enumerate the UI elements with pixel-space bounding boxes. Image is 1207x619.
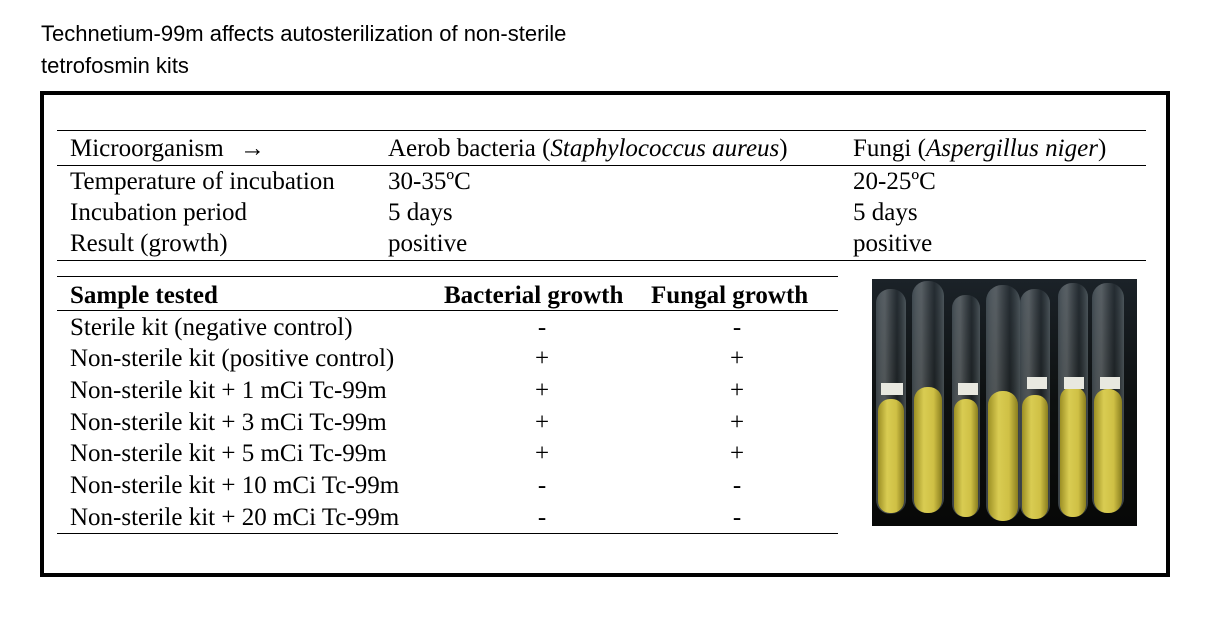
- sample-label: Sterile kit (negative control): [70, 314, 353, 341]
- sample-label: Non-sterile kit + 1 mCi Tc-99m: [70, 377, 387, 404]
- table-rule-bottom: [57, 260, 1146, 261]
- sample-label: Non-sterile kit + 3 mCi Tc-99m: [70, 409, 387, 436]
- bacterial-result: -: [537, 472, 547, 499]
- fungal-result: -: [732, 504, 742, 531]
- fungal-result: +: [729, 409, 745, 436]
- title-line-1: Technetium-99m affects autosterilization…: [41, 21, 567, 46]
- header-microorganism-label: Microorganism: [70, 135, 224, 162]
- condition-fungi-value: positive: [853, 230, 933, 257]
- sample-label: Non-sterile kit + 20 mCi Tc-99m: [70, 504, 400, 531]
- fungal-result: -: [732, 472, 742, 499]
- bacterial-result: +: [534, 440, 550, 467]
- sample-label: Non-sterile kit (positive control): [70, 345, 395, 372]
- table-rule-top: [57, 130, 1146, 131]
- condition-fungi-value: 20-25ºC: [853, 168, 936, 195]
- table-rule-bottom: [57, 533, 838, 534]
- bacterial-result: -: [537, 314, 547, 341]
- table-rule-top: [57, 276, 838, 277]
- header-bacteria-suffix: ): [779, 135, 788, 162]
- header-fungal-growth: Fungal growth: [651, 282, 809, 309]
- condition-fungi-value: 5 days: [853, 199, 918, 226]
- condition-label: Temperature of incubation: [70, 168, 335, 195]
- fungal-result: -: [732, 314, 742, 341]
- header-bacterial-growth: Bacterial growth: [444, 282, 624, 309]
- bacterial-result: +: [534, 409, 550, 436]
- header-fungi-species: Aspergillus niger: [925, 135, 1098, 162]
- condition-label: Incubation period: [70, 199, 248, 226]
- test-tubes-photo: [872, 279, 1137, 526]
- header-fungi-prefix: Fungi (: [853, 135, 926, 162]
- header-bacteria-species: Staphylococcus aureus: [550, 135, 780, 162]
- table-rule-header: [57, 310, 838, 311]
- test-tubes-illustration: [872, 279, 1137, 526]
- bacterial-result: +: [534, 377, 550, 404]
- table-rule-header: [57, 165, 1146, 166]
- fungal-result: +: [729, 440, 745, 467]
- results-table: Sample tested Bacterial growth Fungal gr…: [57, 276, 838, 536]
- sample-label: Non-sterile kit + 5 mCi Tc-99m: [70, 440, 387, 467]
- header-fungi: Fungi (Aspergillus niger): [853, 133, 1106, 164]
- title-line-2: tetrofosmin kits: [41, 53, 189, 78]
- fungal-result: +: [729, 377, 745, 404]
- arrow-right-icon: →: [239, 135, 265, 162]
- condition-bacteria-value: 30-35ºC: [388, 168, 471, 195]
- condition-bacteria-value: positive: [388, 230, 468, 257]
- tube-group: [876, 281, 1124, 521]
- header-microorganism: Microorganism →: [70, 133, 265, 164]
- bacterial-result: -: [537, 504, 547, 531]
- figure-frame: [40, 91, 1170, 577]
- header-bacteria: Aerob bacteria (Staphylococcus aureus): [388, 133, 788, 164]
- header-sample-tested: Sample tested: [70, 282, 218, 309]
- condition-label: Result (growth): [70, 230, 228, 257]
- fungal-result: +: [729, 345, 745, 372]
- header-bacteria-prefix: Aerob bacteria (: [388, 135, 551, 162]
- sample-label: Non-sterile kit + 10 mCi Tc-99m: [70, 472, 400, 499]
- page-title: Technetium-99m affects autosterilization…: [41, 18, 841, 82]
- conditions-table: Microorganism → Aerob bacteria (Staphylo…: [57, 130, 1146, 261]
- header-fungi-suffix: ): [1097, 135, 1107, 162]
- condition-bacteria-value: 5 days: [388, 199, 453, 226]
- bacterial-result: +: [534, 345, 550, 372]
